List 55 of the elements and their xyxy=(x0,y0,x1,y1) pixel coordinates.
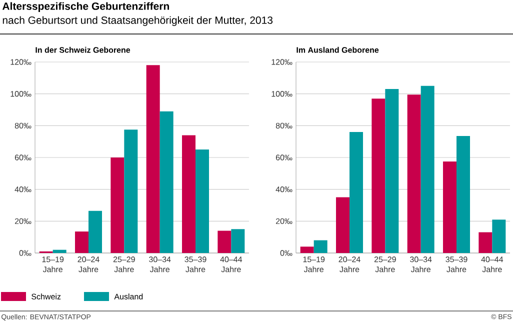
bar xyxy=(456,136,470,253)
y-tick-label: 0‰ xyxy=(280,250,292,256)
text: nach Geburtsort und Staatsangehörigkeit der Mutter, 2013 xyxy=(2,16,273,26)
bar xyxy=(218,230,232,253)
y-tick-label: 60‰ xyxy=(276,154,292,160)
y-tick-label: 60‰ xyxy=(14,154,32,160)
y-tick-label: 80‰ xyxy=(14,122,32,128)
bar xyxy=(160,111,174,253)
bar xyxy=(300,246,314,253)
bar xyxy=(372,98,386,253)
bar xyxy=(407,94,421,253)
x-tick-label: 15–19 Jahre xyxy=(303,256,325,272)
text: Altersspezifische Geburtenziffern xyxy=(2,2,169,12)
x-tick-label: 15–19 Jahre xyxy=(42,256,64,272)
y-tick-label: 20‰ xyxy=(14,218,32,224)
bar xyxy=(478,232,492,253)
bar xyxy=(110,158,124,253)
bar xyxy=(350,132,364,253)
y-tick-label: 40‰ xyxy=(276,186,292,192)
x-tick-label: 20–24 Jahre xyxy=(338,256,360,272)
y-tick-label: 100‰ xyxy=(10,90,32,97)
y-tick-label: 120‰ xyxy=(10,59,32,65)
x-tick-label: 25–29 Jahre xyxy=(113,256,135,272)
y-tick-label: 0‰ xyxy=(19,250,32,256)
bar xyxy=(420,86,434,253)
bar xyxy=(146,65,160,253)
legend-label: Ausland xyxy=(114,294,143,300)
y-tick-label: 100‰ xyxy=(272,90,292,97)
bar xyxy=(52,250,66,253)
legend-label: Schweiz xyxy=(32,294,61,300)
y-tick-label: 120‰ xyxy=(272,59,292,65)
bar xyxy=(75,232,88,253)
chart-title: In der Schweiz Geborene xyxy=(36,46,130,53)
bar xyxy=(314,240,328,253)
bar xyxy=(385,89,399,253)
x-tick-label: 30–34 Jahre xyxy=(410,256,432,272)
chart-title: Im Ausland Geborene xyxy=(296,46,379,53)
x-tick-label: 20–24 Jahre xyxy=(78,256,100,272)
x-tick-label: 30–34 Jahre xyxy=(149,256,171,272)
bar xyxy=(182,135,196,253)
bar xyxy=(124,130,138,253)
y-tick-label: 20‰ xyxy=(276,218,292,224)
x-tick-label: 35–39 Jahre xyxy=(446,256,468,272)
bar xyxy=(88,210,102,253)
bar xyxy=(196,150,209,253)
x-tick-label: 40–44 Jahre xyxy=(220,256,242,272)
y-tick-label: 40‰ xyxy=(14,186,32,192)
x-tick-label: 25–29 Jahre xyxy=(374,256,396,272)
bar xyxy=(231,229,245,253)
bar xyxy=(443,161,457,253)
y-tick-label: 80‰ xyxy=(276,122,292,128)
bar xyxy=(336,197,350,253)
x-tick-label: 35–39 Jahre xyxy=(184,256,206,272)
x-tick-label: 40–44 Jahre xyxy=(481,256,504,272)
bar xyxy=(492,220,506,253)
